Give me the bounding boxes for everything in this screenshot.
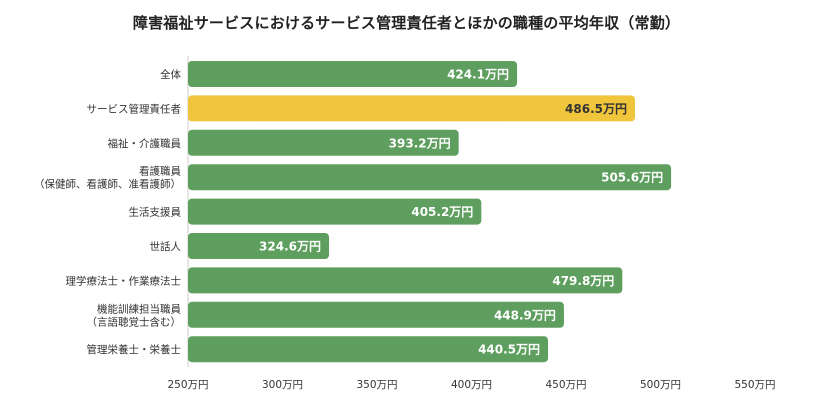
value-label: 405.2万円 xyxy=(411,205,473,219)
value-label: 505.6万円 xyxy=(601,171,663,185)
category-label: 理学療法士・作業療法士 xyxy=(66,274,182,287)
category-label: 全体 xyxy=(160,68,181,81)
tick-label: 450万円 xyxy=(545,379,586,391)
tick-label: 550万円 xyxy=(734,379,775,391)
value-labels: 424.1万円 486.5万円 393.2万円 505.6万円 405.2万円 324.6… xyxy=(259,68,663,357)
bar xyxy=(188,95,635,122)
bar xyxy=(188,267,623,294)
value-label: 448.9万円 xyxy=(494,308,556,322)
category-label: 機能訓練担当職員 xyxy=(97,302,181,315)
tick-labels: 250万円 300万円 350万円 400万円 450万円 500万円 550万円 xyxy=(167,379,775,391)
value-label: 486.5万円 xyxy=(565,102,627,116)
bar xyxy=(188,301,564,328)
category-label: 管理栄養士・栄養士 xyxy=(87,343,182,356)
tick-label: 300万円 xyxy=(262,379,303,391)
bar xyxy=(188,233,329,259)
category-label: 世話人 xyxy=(150,240,182,253)
bar xyxy=(188,164,672,191)
category-label: 看護職員 xyxy=(139,165,181,178)
value-label: 324.6万円 xyxy=(259,240,321,254)
tick-label: 500万円 xyxy=(640,379,681,391)
tick-label: 250万円 xyxy=(167,379,208,391)
bar xyxy=(188,61,518,87)
chart-title: 障害福祉サービスにおけるサービス管理責任者とほかの職種の平均年収（常勤） xyxy=(132,14,681,32)
category-label: 生活支援員 xyxy=(129,206,182,219)
bar xyxy=(188,198,482,225)
category-label: 福祉・介護職員 xyxy=(108,137,182,150)
value-label: 440.5万円 xyxy=(478,343,540,357)
category-label: （保健師、看護師、准看護師） xyxy=(34,178,181,191)
tick-label: 400万円 xyxy=(451,379,492,391)
category-label: サービス管理責任者 xyxy=(87,102,182,115)
bars xyxy=(188,61,672,363)
value-label: 393.2万円 xyxy=(389,136,451,150)
bar xyxy=(188,129,459,156)
value-label: 424.1万円 xyxy=(447,68,509,82)
bar xyxy=(188,336,549,363)
value-label: 479.8万円 xyxy=(552,274,614,288)
tick-label: 350万円 xyxy=(356,379,397,391)
category-label: （言語聴覚士含む） xyxy=(87,315,182,328)
